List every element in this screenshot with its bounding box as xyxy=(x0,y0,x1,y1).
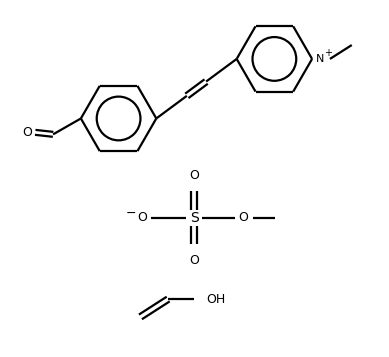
Text: O: O xyxy=(189,254,199,267)
Text: −: − xyxy=(125,207,136,220)
Text: S: S xyxy=(189,211,198,225)
Text: N: N xyxy=(316,54,324,64)
Text: OH: OH xyxy=(206,292,225,306)
Text: O: O xyxy=(189,169,199,181)
Text: +: + xyxy=(324,48,332,58)
Text: O: O xyxy=(137,211,147,224)
Text: O: O xyxy=(23,126,32,139)
Text: O: O xyxy=(239,211,249,224)
